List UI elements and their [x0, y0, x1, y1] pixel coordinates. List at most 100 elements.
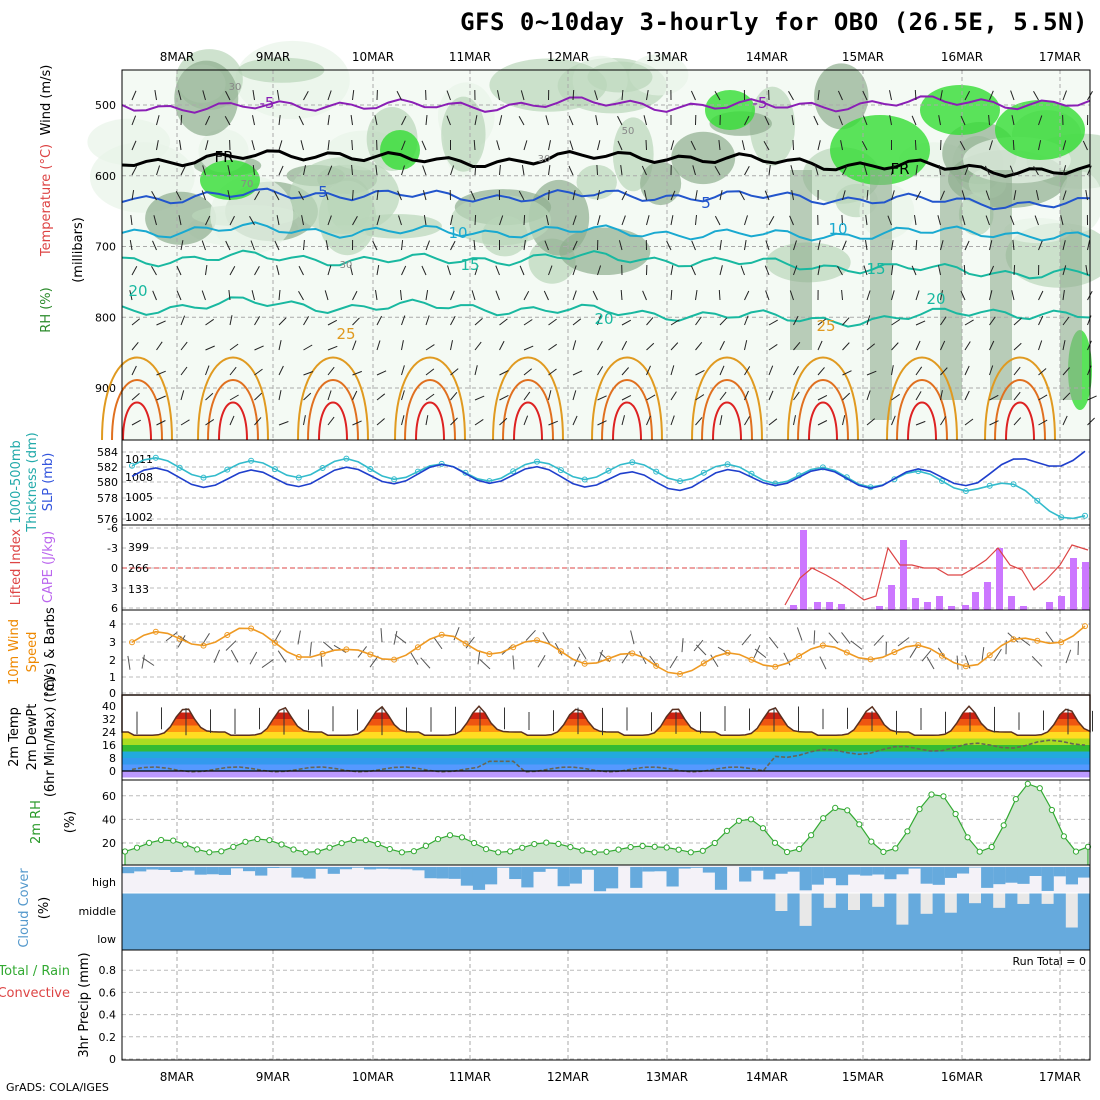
cloud-mid-gap: [969, 893, 981, 904]
cape-bar: [948, 606, 955, 610]
wind-barb: [740, 265, 745, 276]
wind-barb: [521, 165, 525, 176]
wind-barb: [131, 341, 139, 351]
date-label-bottom: 8MAR: [160, 1070, 195, 1084]
wind-barb: [1082, 140, 1088, 151]
cloud-mid-gap: [896, 893, 909, 925]
cloud-high-bar: [158, 867, 171, 870]
wind-barb: [572, 290, 577, 301]
temp-contour-25: [886, 356, 958, 441]
wind-barb: [572, 415, 578, 426]
cloud-mid-gap: [1065, 893, 1078, 928]
cloud-mid-gap: [944, 893, 957, 913]
cloud-high-bar: [327, 867, 340, 874]
rh-point: [1012, 796, 1019, 803]
cape-tick-label: 133: [128, 583, 149, 596]
wind-barb: [961, 215, 966, 226]
wind-barb: [156, 370, 166, 376]
wind-barb: [597, 366, 604, 376]
cloud-high-bar: [315, 867, 328, 869]
rh-tick-label: 20: [102, 837, 116, 850]
wind-barb: [670, 140, 675, 151]
wind-barb: [229, 343, 239, 351]
ylabel-temperature: Temperature (°C): [39, 144, 54, 257]
wind-barb: [891, 240, 894, 251]
wind-barb: [327, 215, 332, 226]
wind-barb: [324, 290, 329, 301]
wind-barb: [254, 316, 261, 326]
wind-barb: [714, 91, 721, 101]
wind-speed-line-point: [915, 642, 922, 649]
wind-barb: [789, 215, 794, 226]
wind-barb: [646, 215, 650, 226]
temp-tick-label: 16: [102, 739, 116, 752]
wind-barb: [695, 214, 697, 226]
wind-barb: [1009, 165, 1015, 176]
wind-barb: [156, 140, 159, 151]
wind-barb: [1012, 139, 1015, 151]
wind-barb: [156, 165, 161, 176]
wind-barb: [278, 340, 282, 351]
wind-barb: [499, 164, 501, 176]
cloud-high-bar: [218, 867, 231, 875]
cape-bar: [1070, 558, 1077, 610]
wind-barb: [644, 190, 647, 201]
thickness-slp-panel: 584 582 580 578 576 1011 1008 1005 1002: [97, 439, 1091, 526]
wind-barb: [1038, 340, 1043, 351]
lifted-tick-label: 0: [111, 562, 118, 575]
wind-barb: [768, 343, 778, 351]
wind-barb: [410, 652, 419, 665]
wind-barb: [499, 215, 504, 226]
wind-speed-line-point: [605, 655, 612, 662]
wind-barb: [891, 415, 896, 426]
wind-barb: [1065, 649, 1072, 664]
cloud-high-bar: [146, 867, 159, 870]
ylabel-precip-3: 3hr Precip (mm): [77, 952, 92, 1057]
wind-barb: [425, 368, 435, 376]
precip-panel: 0.8 0.6 0.4 0.2 0 Run Total = 0: [99, 949, 1091, 1066]
wind-barb: [1011, 115, 1015, 126]
rh-column: [870, 170, 892, 420]
wind-barb: [621, 340, 628, 351]
wind-barb: [940, 367, 948, 376]
thickness-line-point: [534, 458, 540, 465]
wind-barb: [891, 290, 895, 301]
wind-barb: [764, 190, 770, 201]
wind-barb: [298, 265, 304, 276]
wind-barb: [670, 289, 673, 301]
wind-tick-label: 2: [109, 654, 116, 667]
wind-barb: [789, 290, 794, 301]
cloud-high-bar: [412, 867, 425, 871]
rh-point: [374, 840, 381, 848]
rh-point: [206, 849, 213, 856]
wind-barb: [518, 190, 525, 201]
wind-barb: [1007, 632, 1019, 643]
slp-tick-label: 1005: [125, 491, 153, 504]
cloud-mid-gap: [993, 893, 1006, 908]
cloud-high-bar: [702, 867, 715, 873]
wind-barb: [817, 318, 827, 326]
cloud-high-bar: [1077, 867, 1091, 878]
rh-point: [446, 832, 454, 839]
rh-point: [615, 846, 622, 853]
wind-barb: [618, 240, 623, 251]
cloud-high-bar: [243, 867, 256, 872]
rh-point: [663, 844, 670, 851]
ylabel-rh: RH (%): [39, 287, 54, 332]
cape-bar: [1082, 562, 1089, 610]
rh-point: [832, 804, 839, 812]
rh-shade: [958, 193, 994, 236]
wind-barb: [956, 655, 959, 670]
wind-barb: [470, 190, 476, 201]
wind-barb: [205, 318, 214, 326]
date-label-top: 8MAR: [160, 50, 195, 64]
wind-barb: [597, 649, 604, 664]
cape-bar: [814, 602, 821, 610]
contour-label: FR: [890, 160, 909, 178]
cape-bar: [826, 602, 833, 610]
temp-contour-30: [712, 401, 742, 441]
wind-barb: [842, 165, 848, 176]
wind-barb: [201, 190, 206, 201]
rh-high-shade: [995, 100, 1085, 160]
